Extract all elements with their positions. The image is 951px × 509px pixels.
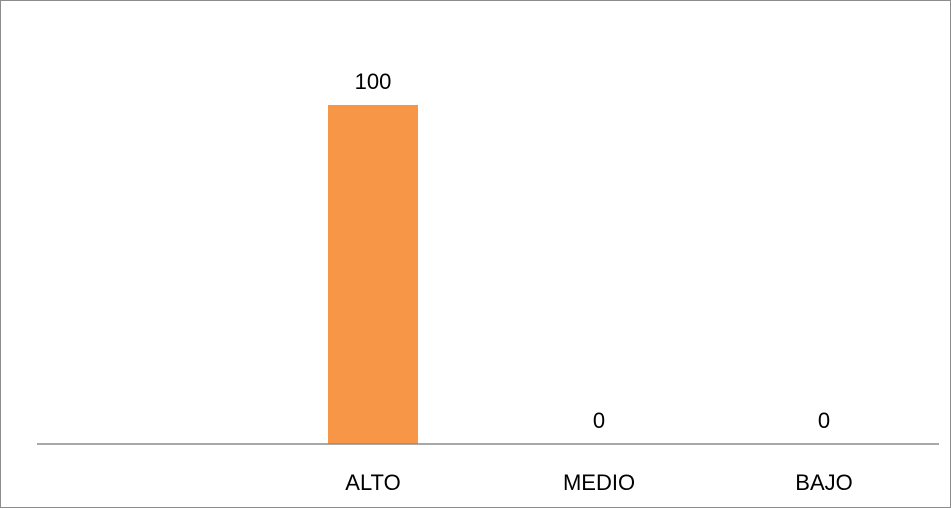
data-label-bajo: 0	[818, 408, 830, 433]
bars-layer	[328, 105, 418, 444]
x-tick-label-bajo: BAJO	[795, 470, 852, 495]
data-label-medio: 0	[593, 408, 605, 433]
x-tick-labels: ALTO MEDIO BAJO	[345, 470, 852, 495]
labels-layer: 100 0 0	[355, 69, 830, 433]
x-tick-label-medio: MEDIO	[563, 470, 635, 495]
data-label-alto: 100	[355, 69, 392, 94]
x-tick-label-alto: ALTO	[345, 470, 400, 495]
bar-alto	[328, 105, 418, 444]
